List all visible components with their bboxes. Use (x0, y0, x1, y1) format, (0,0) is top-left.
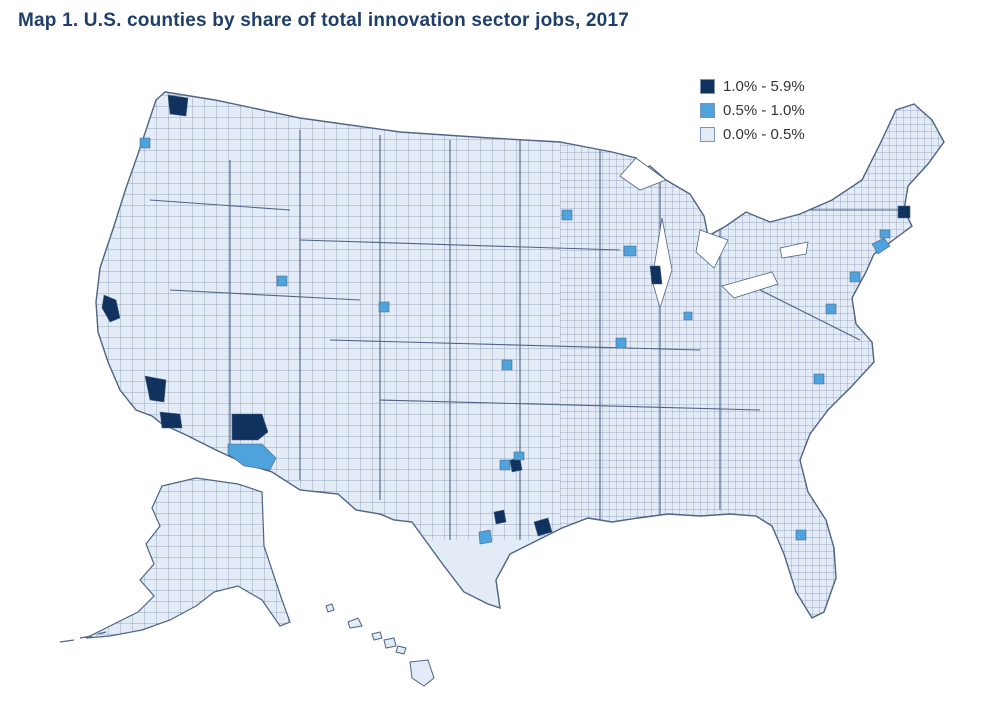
county-seattle (167, 94, 189, 117)
legend-swatch-mid (700, 102, 715, 118)
county-los-angeles (144, 375, 167, 403)
county-phoenix (231, 413, 269, 441)
county-chicago (649, 265, 663, 285)
county-raleigh (813, 373, 825, 385)
legend-item-high: 1.0% - 5.9% (700, 74, 805, 98)
legend-label-high: 1.0% - 5.9% (723, 77, 805, 95)
county-hartford (879, 229, 891, 239)
us-county-map (0, 40, 1000, 706)
legend-item-low: 0.0% - 0.5% (700, 122, 805, 146)
county-indianapolis (683, 311, 693, 321)
mid-share-counties (139, 137, 891, 545)
county-tucson (227, 443, 277, 471)
county-washington (825, 303, 837, 315)
county-boston (897, 205, 911, 219)
legend-swatch-high (700, 78, 715, 94)
county-st-louis (615, 337, 627, 349)
legend-label-low: 0.0% - 0.5% (723, 125, 805, 143)
county-san-diego (159, 411, 183, 429)
alaska (59, 477, 291, 643)
county-fort-worth (499, 459, 511, 471)
county-bay-area (101, 294, 121, 323)
county-dallas-north (513, 451, 525, 461)
legend-label-mid: 0.5% - 1.0% (723, 101, 805, 119)
county-boise (276, 275, 288, 287)
county-salt-lake (378, 301, 390, 313)
map-legend: 1.0% - 5.9% 0.5% - 1.0% 0.0% - 0.5% (700, 74, 805, 146)
county-kansas (501, 359, 513, 371)
county-philadelphia (849, 271, 861, 283)
high-share-counties (101, 94, 911, 537)
legend-swatch-low (700, 126, 715, 142)
county-houston (533, 517, 553, 537)
hawaii (325, 603, 435, 687)
county-portland (139, 137, 151, 149)
legend-item-mid: 0.5% - 1.0% (700, 98, 805, 122)
county-minneapolis (561, 209, 573, 221)
county-san-antonio (478, 529, 493, 545)
county-orlando (795, 529, 807, 541)
county-austin (493, 509, 507, 525)
county-new-york (871, 237, 891, 255)
county-madison (623, 245, 637, 257)
map-title: Map 1. U.S. counties by share of total i… (18, 10, 629, 31)
